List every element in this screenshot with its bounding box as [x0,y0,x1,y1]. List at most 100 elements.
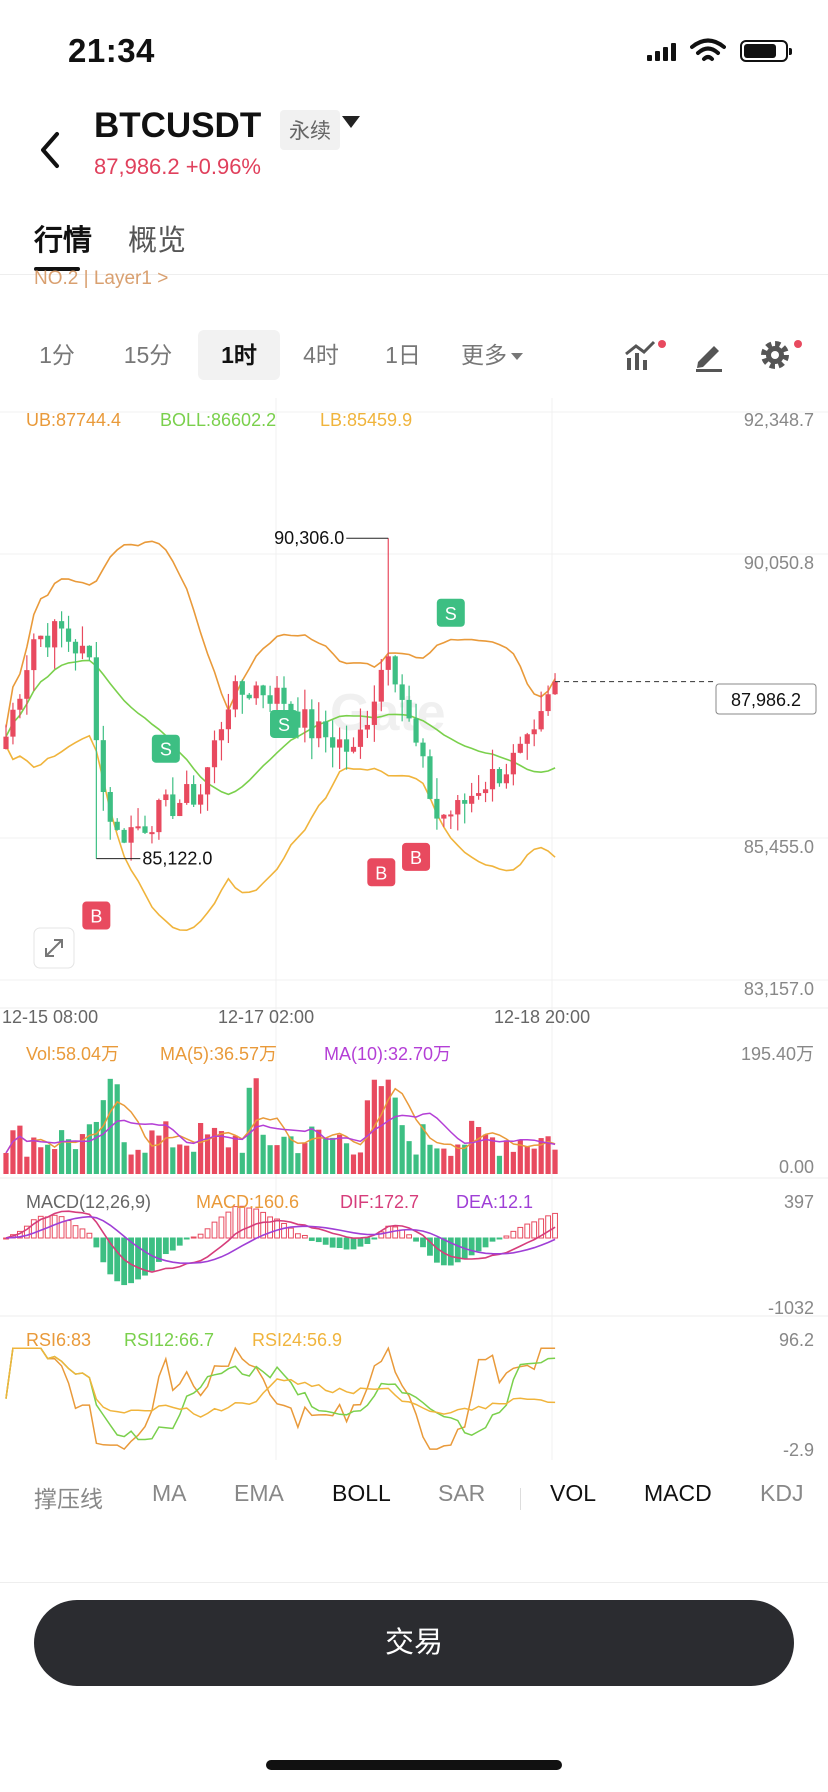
back-button[interactable] [28,120,72,180]
volume-bar [343,1143,350,1174]
x-label-3: 12-18 20:00 [494,1007,590,1027]
volume-bar [128,1154,134,1174]
indicator-ema[interactable]: EMA [234,1480,284,1506]
macd-histogram-bar [482,1237,489,1248]
volume-bar [24,1156,30,1174]
candle [17,698,23,710]
macd-histogram-bar [204,1228,211,1239]
tf-4h[interactable]: 4时 [303,342,339,368]
expand-icon[interactable] [33,927,75,969]
volume-bar [10,1130,16,1174]
volume-bar [156,1135,162,1174]
volume-bar [45,1144,51,1174]
candle [253,685,259,699]
symbol-title[interactable]: BTCUSDT [94,106,262,145]
volume-bar [441,1148,447,1174]
macd-histogram-bar [267,1216,274,1239]
macd-histogram-bar [156,1237,162,1262]
volume-bar [184,1145,190,1174]
macd-histogram-bar [128,1237,134,1284]
candle [434,798,440,819]
volume-bar [545,1136,551,1174]
candle [274,687,280,704]
macd-y-top: 397 [784,1192,814,1212]
status-bar: 21:34 [0,0,828,100]
tab-overview[interactable]: 概览 [128,225,187,257]
candle [510,752,516,775]
macd-histogram-bar [288,1227,294,1239]
macd-histogram-bar [162,1237,169,1255]
legend-vol: Vol:58.04万 [26,1044,119,1064]
macd-histogram-bar [538,1218,545,1239]
tab-market[interactable]: 行情 [34,217,92,271]
macd-histogram-bar [183,1237,190,1240]
macd-histogram-bar [93,1237,100,1248]
volume-bar [496,1155,503,1174]
tf-15m[interactable]: 15分 [123,342,173,368]
chart-indicator-icon[interactable] [622,336,660,374]
signal-letter: S [445,604,457,624]
vol-y-bottom: 0.00 [779,1157,814,1177]
volume-bar [406,1141,412,1174]
macd-histogram-bar [65,1220,72,1239]
indicator-vol[interactable]: VOL [550,1480,597,1506]
macd-histogram-bar [79,1228,86,1239]
x-label-1: 12-15 08:00 [2,1007,98,1027]
contract-tag[interactable]: 永续 [280,110,340,150]
indicator-kdj[interactable]: KDJ [760,1480,804,1506]
macd-histogram-bar [281,1222,287,1239]
legend-macd: MACD:160.6 [196,1192,299,1212]
macd-histogram-bar [475,1237,482,1252]
status-time: 21:34 [68,32,155,69]
tf-more[interactable]: 更多 [452,330,532,380]
legend-dif: DIF:172.7 [340,1192,419,1212]
indicator-boll[interactable]: BOLL [332,1480,391,1506]
cellular-signal-icon [647,41,676,61]
macd-histogram-bar [406,1234,413,1239]
price-change: +0.96% [185,154,261,179]
candle [100,740,106,793]
volume-bar [350,1154,357,1174]
volume-bar [135,1149,141,1174]
volume-bar [225,1147,231,1174]
candle [385,656,391,670]
gear-icon[interactable] [756,336,794,374]
y-label-2: 90,050.8 [744,553,814,573]
boll-lower-line [5,734,556,932]
tf-1h[interactable]: 1时 [198,330,280,380]
y-label-top: 92,348.7 [744,410,814,430]
volume-bar [191,1151,197,1174]
macd-histogram-bar [72,1225,79,1239]
volume-bar [330,1137,336,1174]
candle [232,681,238,710]
candle [281,687,287,704]
tf-1m[interactable]: 1分 [39,342,75,368]
kline-chart[interactable]: Gate UB:87744.4 BOLL:86602.2 LB:85459.9 … [0,398,828,1460]
volume-bar [552,1149,558,1174]
macd-histogram-bar [399,1229,406,1239]
indicator-macd[interactable]: MACD [644,1480,712,1506]
indicator-support[interactable]: 撑压线 [34,1486,103,1512]
candle [371,701,377,725]
volume-bar [93,1121,99,1174]
caret-down-icon[interactable] [342,116,360,128]
indicator-sar[interactable]: SAR [438,1480,486,1506]
legend-macd-title: MACD(12,26,9) [26,1192,151,1212]
volume-bar [524,1146,530,1174]
tf-1d[interactable]: 1日 [385,342,421,368]
macd-histogram-bar [86,1232,93,1239]
volume-bar [413,1154,419,1174]
sell-signal [151,734,180,763]
indicator-ma[interactable]: MA [152,1480,187,1506]
candle [135,826,141,829]
candle [545,694,551,712]
vol-ma5-line [5,1087,556,1154]
volume-bar [288,1136,294,1174]
rsi12-line [5,1347,556,1441]
macd-histogram-bar [531,1221,538,1239]
notification-dot [794,340,802,348]
candle [448,814,454,817]
tag-row-partial[interactable]: NO.2 | Layer1 > [34,268,169,289]
pen-icon[interactable] [690,336,728,374]
trade-button[interactable]: 交易 [34,1600,794,1686]
